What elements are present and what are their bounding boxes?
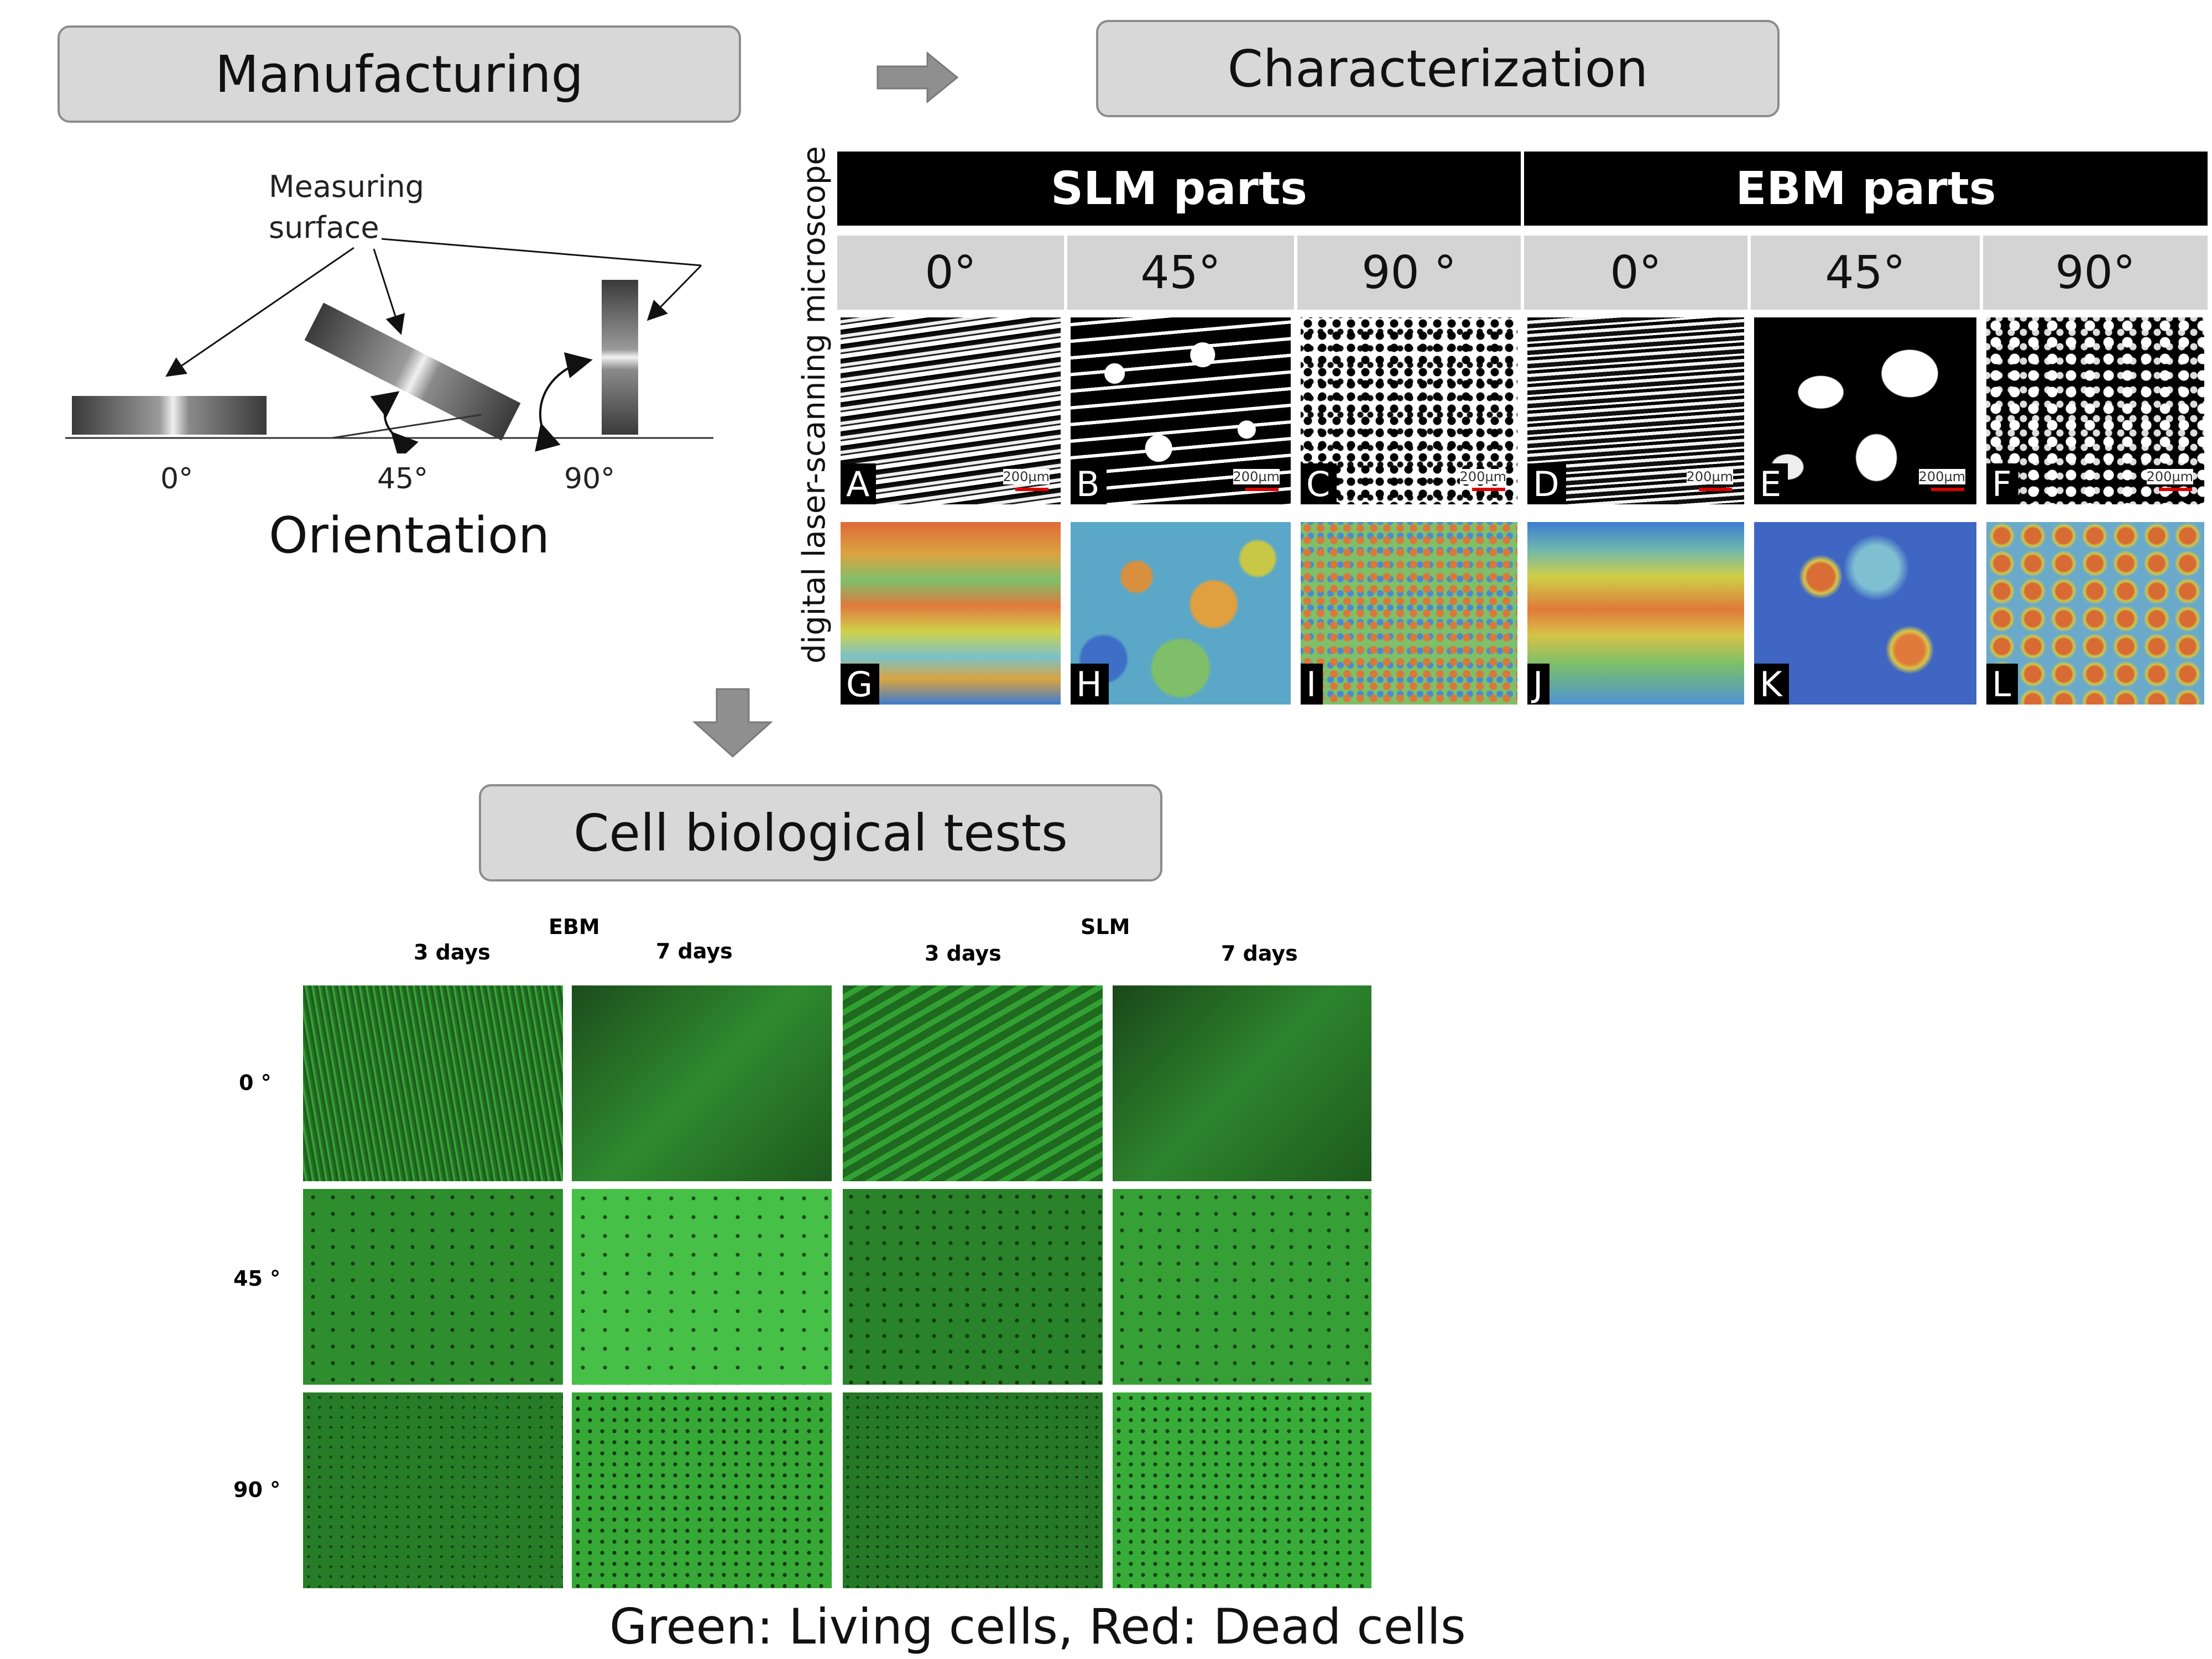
column-label-ebm-7-days: 7 days bbox=[656, 939, 733, 963]
tile-letter: K bbox=[1754, 664, 1789, 705]
angle-label-0: 0° bbox=[160, 462, 194, 495]
topography-tile-h: H bbox=[1071, 522, 1291, 705]
cell-tests-heading-text: Cell biological tests bbox=[573, 803, 1068, 863]
fluorescence-image-ebm-7d-0 bbox=[572, 985, 832, 1181]
bar-45-degree bbox=[304, 302, 521, 441]
cell-tests-heading: Cell biological tests bbox=[479, 784, 1162, 881]
scale-bar-label: 200µm bbox=[1459, 469, 1506, 484]
scale-bar-label: 200µm bbox=[1233, 469, 1280, 484]
orientation-label: Orientation bbox=[269, 507, 550, 565]
down-arrow-icon bbox=[692, 688, 773, 758]
bar-0-degree bbox=[72, 396, 267, 435]
fluorescence-image-ebm-7d-90 bbox=[572, 1392, 832, 1588]
tile-letter: H bbox=[1071, 664, 1109, 705]
angle-label-90: 90° bbox=[564, 462, 615, 495]
scale-bar bbox=[1699, 488, 1732, 491]
scale-bar-label: 200µm bbox=[1003, 469, 1050, 484]
orientation-diagram bbox=[65, 238, 713, 453]
fluorescence-image-slm-7d-90 bbox=[1113, 1392, 1371, 1588]
column-label-ebm-3-days: 3 days bbox=[414, 940, 491, 964]
micrograph-tile-b: B 200µm bbox=[1071, 317, 1291, 504]
scale-bar bbox=[1472, 488, 1505, 491]
angle-header-text: 90 ° bbox=[1361, 246, 1457, 299]
fluorescence-image-slm-7d-0 bbox=[1113, 985, 1371, 1181]
topography-tile-l: L bbox=[1986, 522, 2204, 705]
angle-header-slm-45: 45° bbox=[1067, 236, 1294, 310]
scale-bar-label: 200µm bbox=[1686, 469, 1733, 484]
angle-header-ebm-45: 45° bbox=[1751, 236, 1980, 310]
row-label-90: 90 ° bbox=[233, 1478, 281, 1502]
micrograph-tile-d: D 200µm bbox=[1527, 317, 1744, 504]
tile-letter: F bbox=[1986, 463, 2018, 504]
angle-header-text: 90° bbox=[2055, 246, 2136, 299]
microscope-vertical-label: digital laser-scanning microscope bbox=[796, 146, 832, 664]
angle-arc-45 bbox=[370, 391, 419, 453]
bar-90-degree bbox=[602, 280, 638, 435]
characterization-heading: Characterization bbox=[1096, 20, 1780, 117]
measuring-surface-label-1: Measuring bbox=[269, 169, 424, 204]
fluorescence-image-slm-7d-45 bbox=[1113, 1189, 1371, 1385]
angle-header-ebm-0: 0° bbox=[1524, 236, 1747, 310]
tile-letter: I bbox=[1301, 664, 1323, 705]
angle-header-text: 0° bbox=[925, 246, 977, 299]
topography-tile-i: I bbox=[1301, 522, 1517, 705]
fluorescence-image-ebm-3d-90 bbox=[303, 1392, 563, 1588]
group-label-slm: SLM bbox=[1081, 915, 1130, 939]
angle-header-text: 0° bbox=[1610, 246, 1662, 299]
characterization-heading-text: Characterization bbox=[1227, 39, 1648, 98]
right-arrow-icon bbox=[877, 51, 959, 104]
manufacturing-heading: Manufacturing bbox=[58, 25, 741, 123]
scale-bar-label: 200µm bbox=[1918, 469, 1965, 484]
micrograph-tile-a: A 200µm bbox=[841, 317, 1061, 504]
fluorescence-image-slm-3d-0 bbox=[843, 985, 1103, 1181]
tile-letter: A bbox=[841, 463, 877, 504]
fluorescence-image-ebm-3d-45 bbox=[303, 1189, 563, 1385]
tile-letter: G bbox=[841, 664, 880, 705]
tile-letter: E bbox=[1754, 463, 1788, 504]
ebm-parts-header: EBM parts bbox=[1524, 152, 2208, 226]
fluorescence-image-ebm-7d-45 bbox=[572, 1189, 832, 1385]
topography-tile-g: G bbox=[841, 522, 1061, 705]
tile-letter: L bbox=[1986, 664, 2018, 705]
angle-arc-90 bbox=[535, 352, 593, 452]
row-label-45: 45 ° bbox=[233, 1266, 281, 1291]
topography-tile-j: J bbox=[1527, 522, 1744, 705]
topography-tile-k: K bbox=[1754, 522, 1976, 705]
angle-header-slm-90: 90 ° bbox=[1297, 236, 1521, 310]
angle-header-text: 45° bbox=[1825, 246, 1906, 299]
tile-letter: D bbox=[1527, 463, 1566, 504]
tile-letter: C bbox=[1301, 463, 1337, 504]
scale-bar bbox=[1015, 488, 1048, 491]
tile-letter: B bbox=[1071, 463, 1107, 504]
manufacturing-heading-text: Manufacturing bbox=[215, 44, 584, 104]
tile-letter: J bbox=[1527, 664, 1550, 705]
angle-header-slm-0: 0° bbox=[837, 236, 1064, 310]
scale-bar bbox=[2159, 488, 2192, 491]
fluorescence-image-slm-3d-90 bbox=[843, 1392, 1103, 1588]
slm-parts-header: SLM parts bbox=[837, 152, 1521, 226]
measuring-surface-label-2: surface bbox=[269, 210, 379, 245]
group-label-ebm: EBM bbox=[549, 915, 600, 939]
slm-parts-header-text: SLM parts bbox=[1051, 162, 1307, 215]
angle-header-ebm-90: 90° bbox=[1983, 236, 2208, 310]
micrograph-tile-e: E 200µm bbox=[1754, 317, 1976, 504]
column-label-slm-3-days: 3 days bbox=[925, 941, 1001, 966]
fluorescence-image-slm-3d-45 bbox=[843, 1189, 1103, 1385]
row-label-0: 0 ° bbox=[239, 1071, 272, 1095]
scale-bar-label: 200µm bbox=[2146, 469, 2193, 484]
legend-caption: Green: Living cells, Red: Dead cells bbox=[609, 1598, 1466, 1655]
scale-bar bbox=[1931, 488, 1964, 491]
scale-bar bbox=[1245, 488, 1279, 491]
fluorescence-image-ebm-3d-0 bbox=[303, 985, 563, 1181]
angle-label-45: 45° bbox=[377, 462, 429, 495]
micrograph-tile-c: C 200µm bbox=[1301, 317, 1517, 504]
angle-header-text: 45° bbox=[1140, 246, 1221, 299]
column-label-slm-7-days: 7 days bbox=[1221, 941, 1298, 966]
micrograph-tile-f: F 200µm bbox=[1986, 317, 2204, 504]
ebm-parts-header-text: EBM parts bbox=[1735, 162, 1996, 215]
